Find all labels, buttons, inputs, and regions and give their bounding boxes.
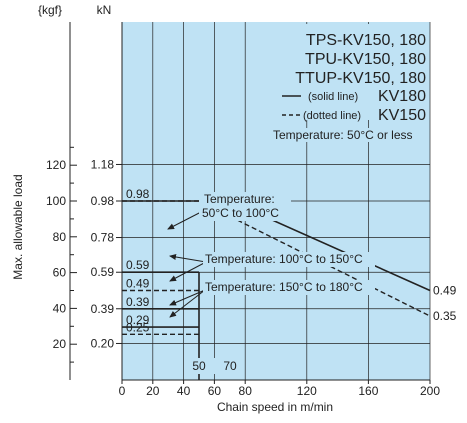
x-tick-label-160: 160 bbox=[358, 384, 378, 398]
annotation-bg-temp3 bbox=[203, 252, 375, 267]
legend-title-3: TTUP-KV150, 180 bbox=[295, 70, 426, 87]
kn-tick-label-3: 0.78 bbox=[91, 231, 115, 245]
marker-label-50: 50 bbox=[192, 359, 206, 373]
kn-tick-label-1: 0.39 bbox=[91, 302, 115, 316]
annotation-temp2-line1: Temperature: bbox=[204, 192, 275, 206]
arrow-temp3-a bbox=[169, 254, 207, 263]
arrow-temp2 bbox=[167, 210, 204, 230]
annotation-bg-temp1 bbox=[272, 128, 424, 142]
legend-title-1: TPS-KV150, 180 bbox=[306, 32, 426, 49]
legend-dotted-note: (dotted line) bbox=[303, 110, 361, 122]
marker-label-bg bbox=[188, 358, 242, 374]
series-lines: 0.98 0.59 0.49 0.39 0.290.25 0.49 0.35 bbox=[122, 187, 457, 380]
kn-tick-label-2: 0.59 bbox=[91, 265, 115, 279]
annotation-temp4: Temperature: 150°C to 180°C bbox=[205, 280, 363, 294]
legend-title-2: TPU-KV150, 180 bbox=[305, 51, 426, 68]
kgf-unit-label: {kgf} bbox=[38, 3, 62, 17]
annotation-temp2-line2: 50°C to 100°C bbox=[202, 206, 279, 220]
kn-tick-label-4: 0.98 bbox=[91, 194, 115, 208]
x-tick-label-0: 0 bbox=[119, 384, 126, 398]
kn-tick-label-5: 1.18 bbox=[91, 157, 115, 171]
kgf-tick-label-40: 40 bbox=[53, 301, 67, 315]
y-axis-title: Max. allowable load bbox=[11, 174, 25, 279]
data-label-4: 0.29 bbox=[126, 313, 150, 327]
kgf-tick-label-120: 120 bbox=[46, 158, 66, 172]
arrow-temp4-b bbox=[169, 289, 206, 318]
kgf-tick-label-60: 60 bbox=[53, 266, 67, 280]
annotation-temp1: Temperature: 50°C or less bbox=[273, 128, 413, 142]
x-tick-label-20: 20 bbox=[146, 384, 160, 398]
kgf-tick-label-100: 100 bbox=[46, 194, 66, 208]
data-label-1: 0.59 bbox=[126, 258, 150, 272]
data-label-3: 0.39 bbox=[126, 295, 150, 309]
x-tick-label-60: 60 bbox=[208, 384, 222, 398]
annotation-bg-temp4 bbox=[203, 280, 375, 295]
annotation-temp3: Temperature: 100°C to 150°C bbox=[205, 252, 363, 266]
marker-label-70: 70 bbox=[223, 359, 237, 373]
kn-unit-label: kN bbox=[97, 3, 112, 17]
end-label-0: 0.49 bbox=[433, 284, 457, 298]
x-tick-label-80: 80 bbox=[239, 384, 253, 398]
arrow-temp3-b bbox=[169, 261, 207, 282]
x-tick-label-40: 40 bbox=[177, 384, 191, 398]
arrow-temp4-a bbox=[169, 289, 206, 306]
data-label-2: 0.49 bbox=[126, 277, 150, 291]
legend-solid-name: KV180 bbox=[378, 88, 426, 105]
kn-tick-label-0: 0.20 bbox=[91, 336, 115, 350]
x-axis-title: Chain speed in m/min bbox=[217, 400, 333, 414]
legend-solid-note: (solid line) bbox=[308, 91, 358, 103]
annotation-bg-temp2 bbox=[199, 192, 291, 221]
kgf-tick-label-20: 20 bbox=[53, 337, 67, 351]
legend-dotted-name: KV150 bbox=[378, 107, 426, 124]
legend-background bbox=[276, 24, 428, 120]
data-label-5: 0.25 bbox=[126, 320, 150, 334]
annotation-arrows bbox=[167, 210, 207, 318]
x-tick-label-200: 200 bbox=[420, 384, 440, 398]
data-label-0: 0.98 bbox=[126, 187, 150, 201]
kgf-tick-label-80: 80 bbox=[53, 230, 67, 244]
end-label-1: 0.35 bbox=[433, 309, 457, 323]
x-tick-label-120: 120 bbox=[297, 384, 317, 398]
